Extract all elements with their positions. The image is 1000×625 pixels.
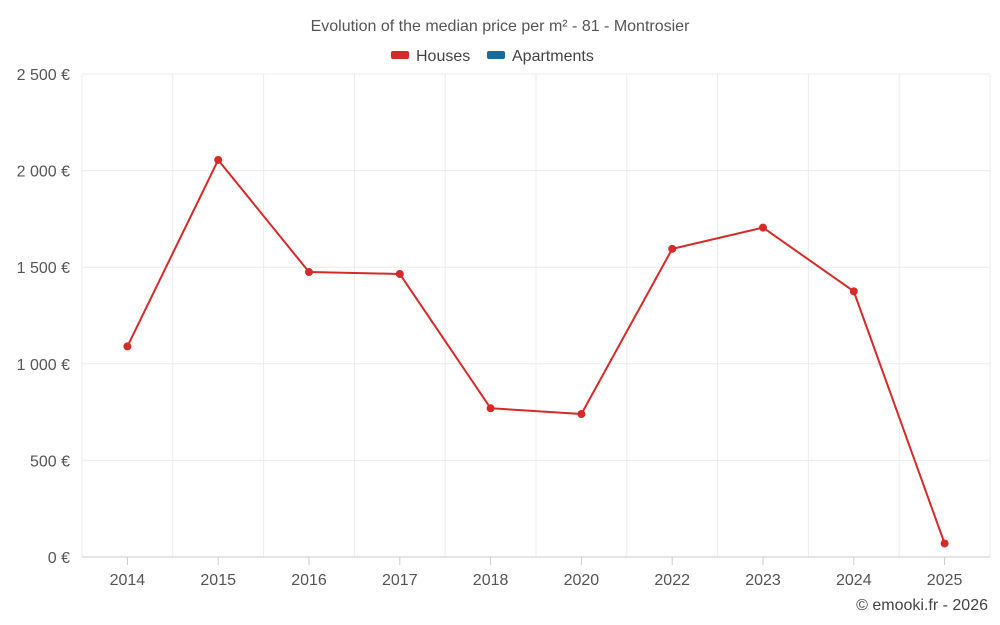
x-tick-label: 2025 — [927, 572, 963, 589]
x-tick-label: 2018 — [473, 572, 509, 589]
legend-swatch-houses — [391, 51, 409, 59]
series-layer — [123, 155, 949, 548]
x-tick-label: 2016 — [291, 572, 327, 589]
y-tick-label: 0 € — [48, 550, 70, 567]
data-point-houses[interactable] — [305, 268, 313, 277]
legend-item-houses[interactable]: Houses — [391, 48, 470, 65]
y-tick-label: 1 000 € — [17, 357, 70, 374]
x-tick-label: 2017 — [382, 572, 418, 589]
data-point-houses[interactable] — [486, 404, 495, 413]
x-tick-label: 2015 — [200, 572, 236, 589]
data-point-houses[interactable] — [940, 539, 949, 548]
credit-text: © emooki.fr - 2026 — [856, 597, 988, 614]
x-tick-label: 2022 — [654, 572, 690, 589]
data-point-houses[interactable] — [849, 287, 858, 296]
x-axis-ticks: 2014 2015 2016 2017 2018 2020 2022 2023 2024 2025 — [110, 557, 963, 589]
data-point-houses[interactable] — [759, 223, 767, 232]
data-point-houses[interactable] — [214, 155, 223, 164]
data-point-houses[interactable] — [668, 244, 677, 253]
gridlines — [81, 73, 991, 557]
legend-swatch-apartments — [487, 51, 505, 59]
y-tick-label: 500 € — [30, 453, 70, 470]
data-point-houses[interactable] — [395, 269, 404, 278]
legend-label-apartments: Apartments — [512, 48, 594, 65]
x-tick-label: 2024 — [836, 572, 872, 589]
x-tick-label: 2014 — [110, 572, 146, 589]
x-tick-label: 2020 — [564, 572, 600, 589]
chart-title: Evolution of the median price per m² - 8… — [311, 18, 691, 35]
legend-item-apartments[interactable]: Apartments — [487, 48, 594, 65]
legend: Houses Apartments — [391, 48, 594, 65]
y-tick-label: 1 500 € — [17, 260, 70, 277]
y-axis-ticks: 0 € 500 € 1 000 € 1 500 € 2 000 € 2 500 € — [17, 67, 70, 567]
series-line-houses — [126, 158, 946, 544]
data-point-houses[interactable] — [123, 342, 132, 351]
y-tick-label: 2 000 € — [17, 164, 70, 181]
data-point-houses[interactable] — [577, 410, 586, 419]
x-tick-label: 2023 — [745, 572, 781, 589]
legend-label-houses: Houses — [416, 48, 470, 65]
y-tick-label: 2 500 € — [17, 67, 70, 84]
